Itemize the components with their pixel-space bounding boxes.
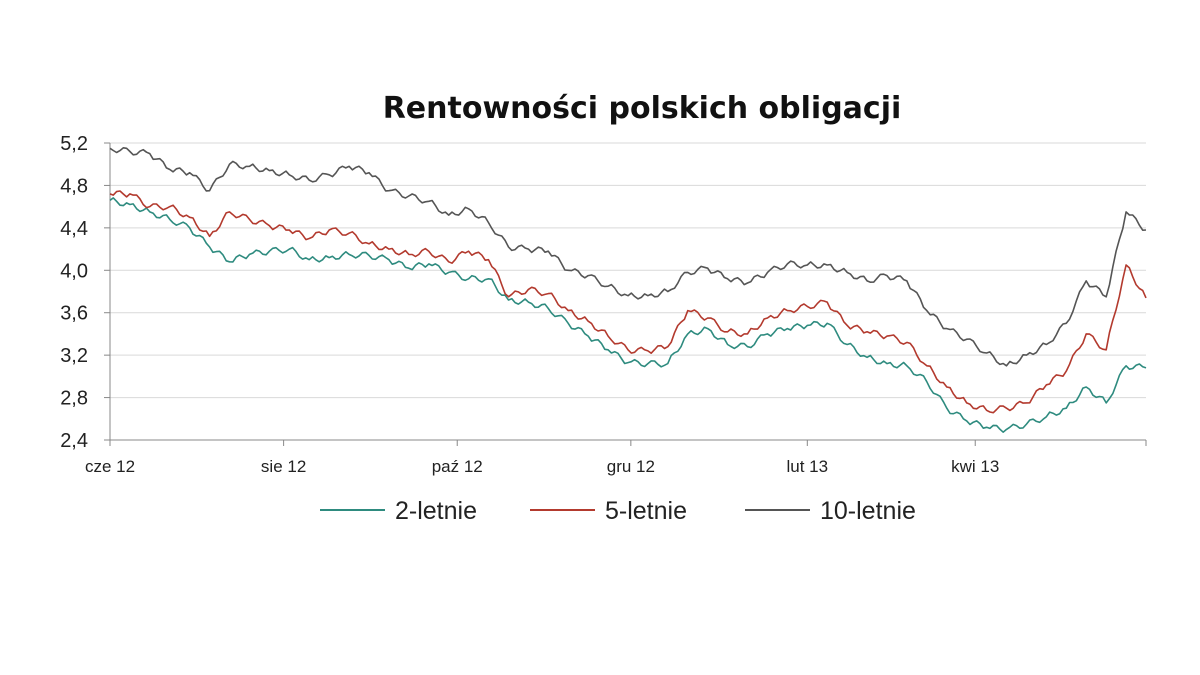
chart-title: Rentowności polskich obligacji — [383, 91, 902, 126]
x-tick-label: sie 12 — [261, 457, 306, 476]
series-line-3 — [109, 147, 1147, 367]
x-tick-label: cze 12 — [85, 457, 135, 476]
x-axis-ticks: cze 12 sie 12 paź 12 gru 12 lut 13 kwi 13 — [85, 440, 1147, 476]
x-tick-label: gru 12 — [607, 457, 655, 476]
y-axis-ticks: 5,2 4,8 4,4 4,0 3,6 3,2 2,8 2,4 — [60, 133, 110, 452]
legend-label: 10-letnie — [820, 497, 916, 525]
y-tick-label: 2,8 — [60, 388, 88, 410]
x-tick-label: paź 12 — [432, 457, 483, 476]
y-tick-label: 3,2 — [60, 345, 88, 367]
x-tick-label: kwi 13 — [951, 457, 999, 476]
y-tick-label: 4,8 — [60, 175, 88, 197]
series-lines — [109, 147, 1147, 433]
legend-label: 5-letnie — [605, 497, 687, 525]
y-tick-label: 4,0 — [60, 260, 88, 282]
legend-label: 2-letnie — [395, 497, 477, 525]
legend: 2-letnie 5-letnie 10-letnie — [320, 497, 916, 525]
x-tick-label: lut 13 — [787, 457, 829, 476]
y-tick-label: 4,4 — [60, 218, 88, 240]
y-tick-label: 5,2 — [60, 133, 88, 155]
axes — [109, 143, 1146, 441]
y-tick-label: 3,6 — [60, 303, 88, 325]
y-tick-label: 2,4 — [60, 430, 88, 452]
series-line-1 — [109, 197, 1147, 433]
series-line-2 — [109, 190, 1147, 414]
grid-lines — [110, 142, 1146, 399]
